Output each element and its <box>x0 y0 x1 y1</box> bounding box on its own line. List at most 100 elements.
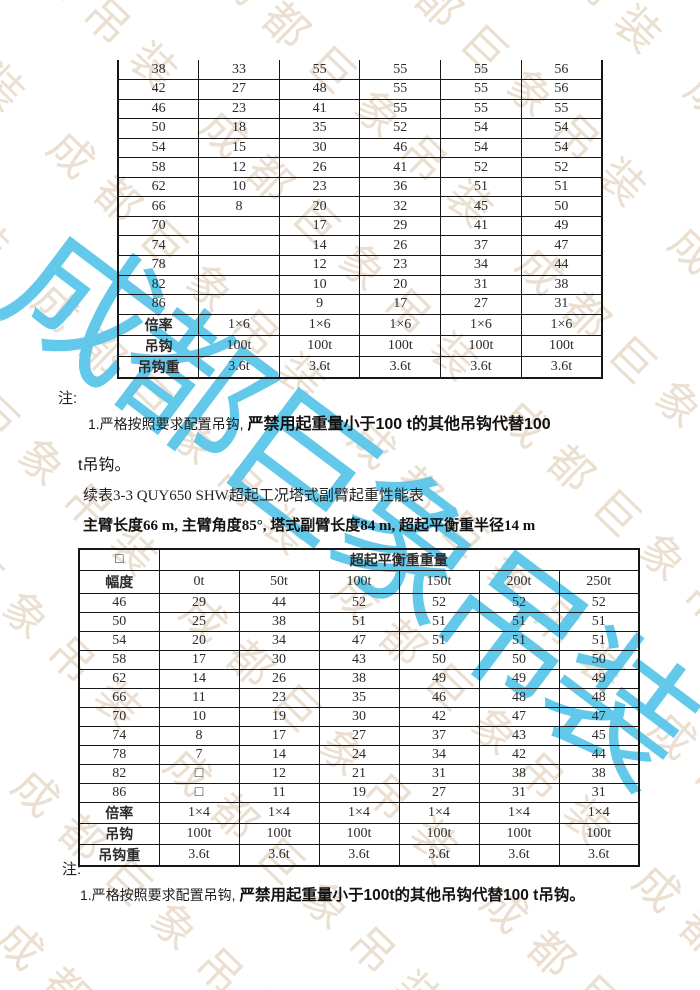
table-cell: 55 <box>359 79 442 100</box>
table-cell: 51 <box>558 631 640 651</box>
table-cell: 51 <box>558 612 640 632</box>
note-label-top: 注: <box>58 390 78 407</box>
table-cell: 62 <box>117 176 200 198</box>
table-cell: 21 <box>318 764 400 784</box>
table-cell: 23 <box>198 98 280 120</box>
table-cell: 50 <box>478 650 560 670</box>
table-cell: 27 <box>398 783 480 803</box>
table-cell: 52 <box>520 157 603 178</box>
table-cell: 1×6 <box>520 313 603 336</box>
table-cell: 19 <box>318 783 400 803</box>
table-row: 38 33 55 55 55 56 <box>117 60 603 81</box>
table-cell <box>198 294 280 315</box>
table-cell: 43 <box>318 650 400 670</box>
table-header-row: □ 超起平衡重重量 <box>78 548 640 571</box>
table-cell: 18 <box>198 118 280 139</box>
table-cell: 56 <box>520 79 603 100</box>
table-cell: 吊钩 <box>117 334 200 357</box>
table-row: 50 25 38 51 51 51 51 <box>78 612 640 632</box>
table-cell: 10 <box>198 176 280 198</box>
table-cell: 74 <box>78 726 160 746</box>
table-cell: 41 <box>278 98 361 120</box>
table-cell: 17 <box>238 726 320 746</box>
table-row: 吊钩重 3.6t 3.6t 3.6t 3.6t 3.6t 3.6t <box>78 844 640 867</box>
table-cell: 41 <box>440 215 522 237</box>
table-cell: 31 <box>440 274 522 296</box>
table-cell: 78 <box>117 254 200 276</box>
table-cell: 47 <box>318 631 400 651</box>
table-cell: 100t <box>440 334 522 357</box>
table-cell <box>198 254 280 276</box>
table-cell: 47 <box>520 235 603 256</box>
table-cell: 49 <box>520 215 603 237</box>
table-cell: 42 <box>117 79 200 100</box>
table-cell: 14 <box>158 669 240 689</box>
table-cell: 31 <box>478 783 560 803</box>
table-cell: 3.6t <box>238 844 320 867</box>
table-cell: 1×6 <box>359 313 442 336</box>
table-cell: 32 <box>359 196 442 217</box>
table-cell: 54 <box>440 137 522 159</box>
table-cell: 11 <box>238 783 320 803</box>
table-cell: 8 <box>198 196 280 217</box>
table-cell: 54 <box>520 137 603 159</box>
table-cell: 49 <box>478 669 560 689</box>
table-row: 吊钩 100t 100t 100t 100t 100t 100t <box>78 823 640 845</box>
table-cell: 52 <box>440 157 522 178</box>
table-cell <box>198 274 280 296</box>
table-cell: 86 <box>78 783 160 803</box>
table-cell: 7 <box>158 745 240 765</box>
table-cell: 33 <box>198 60 280 81</box>
note-top-line1-bold: 严禁用起重量小于100 t的其他吊钩代替100 <box>247 416 551 433</box>
table-row: 倍率 1×6 1×6 1×6 1×6 1×6 <box>117 313 603 336</box>
table-cell: 20 <box>359 274 442 296</box>
table-cell: 26 <box>359 235 442 256</box>
superlift-counterweight-header: 超起平衡重重量 <box>158 548 640 571</box>
table-cell: 44 <box>238 593 320 613</box>
table-cell: 3.6t <box>198 355 280 379</box>
table-cell: 49 <box>398 669 480 689</box>
table-cell: 26 <box>238 669 320 689</box>
table-cell: 100t <box>478 823 560 845</box>
table-continuation-heading: 续表3-3 QUY650 SHW超起工况塔式副臂起重性能表 <box>83 488 424 504</box>
table-cell: 42 <box>478 745 560 765</box>
table-cell: 10 <box>278 274 361 296</box>
table-cell: 52 <box>359 118 442 139</box>
column-header-cell: 150t <box>398 570 480 594</box>
table-row: 倍率 1×4 1×4 1×4 1×4 1×4 1×4 <box>78 802 640 824</box>
table-cell: 58 <box>117 157 200 178</box>
table-cell: 3.6t <box>478 844 560 867</box>
table-row: 78 7 14 24 34 42 44 <box>78 745 640 765</box>
table-cell: 82 <box>117 274 200 296</box>
table-cell: 1×6 <box>198 313 280 336</box>
table-row: 58 17 30 43 50 50 50 <box>78 650 640 670</box>
table-cell: 27 <box>318 726 400 746</box>
table-cell: 48 <box>478 688 560 708</box>
table-cell: 38 <box>478 764 560 784</box>
table-cell: 1×4 <box>558 802 640 824</box>
table-cell: 51 <box>398 631 480 651</box>
table-cell: 14 <box>238 745 320 765</box>
table-cell: 44 <box>520 254 603 276</box>
table-cell: □ <box>158 764 240 784</box>
note-top-line2: t吊钩。 <box>78 457 131 474</box>
table-cell: 12 <box>238 764 320 784</box>
table-cell: 52 <box>558 593 640 613</box>
table-cell: 45 <box>440 196 522 217</box>
table-row: 42 27 48 55 55 56 <box>117 79 603 100</box>
table-cell: 吊钩重 <box>78 844 160 867</box>
table-cell: 30 <box>238 650 320 670</box>
table-cell: 47 <box>478 707 560 727</box>
table-cell: 45 <box>558 726 640 746</box>
table-cell: 27 <box>440 294 522 315</box>
table-cell: 46 <box>398 688 480 708</box>
column-header-cell: 250t <box>558 570 640 594</box>
note-top-line1: 1.严格按照要求配置吊钩, 严禁用起重量小于100 t的其他吊钩代替100 <box>88 410 551 434</box>
table-cell: 11 <box>158 688 240 708</box>
table-cell: 38 <box>558 764 640 784</box>
table-column-header-row: 幅度 0t 50t 100t 150t 200t 250t <box>78 570 640 594</box>
table-cell: 吊钩 <box>78 823 160 845</box>
table-cell: 82 <box>78 764 160 784</box>
table-cell: 58 <box>78 650 160 670</box>
